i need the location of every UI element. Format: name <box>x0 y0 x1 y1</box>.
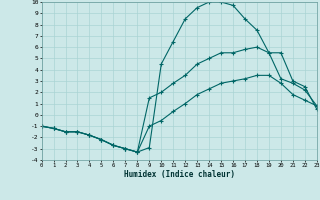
X-axis label: Humidex (Indice chaleur): Humidex (Indice chaleur) <box>124 170 235 179</box>
